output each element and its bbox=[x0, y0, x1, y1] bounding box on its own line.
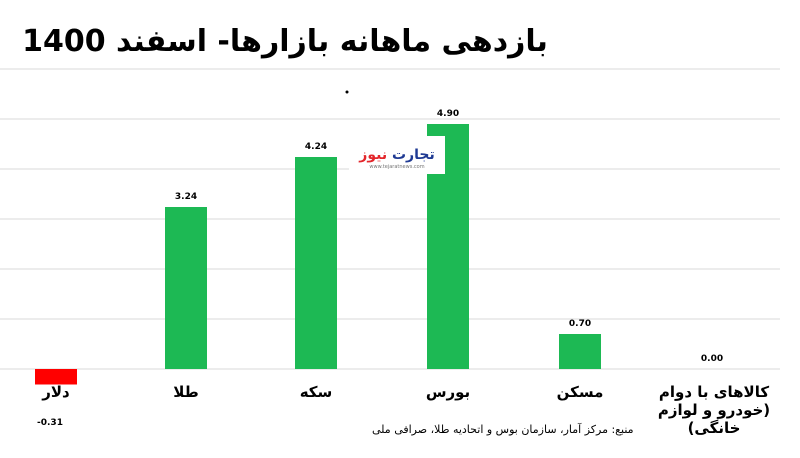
watermark-site: www.tejaratnews.com bbox=[369, 164, 424, 170]
bar bbox=[559, 334, 601, 369]
data-label: -0.31 bbox=[37, 418, 63, 428]
category-label: سکه bbox=[300, 383, 333, 401]
svg-text:تجارت نیوز: تجارت نیوز bbox=[358, 147, 434, 163]
data-label: 0.00 bbox=[701, 354, 723, 364]
category-labels: دلار طلا سکه بورس مسکن کالاهای با دوام (خودرو … bbox=[41, 383, 770, 437]
source-note: منبع: مرکز آمار، سازمان بوس و اتحادیه طل… bbox=[372, 422, 634, 436]
category-label: طلا bbox=[173, 383, 199, 401]
bars bbox=[35, 124, 601, 385]
data-label: 4.90 bbox=[437, 109, 459, 119]
data-label: 4.24 bbox=[305, 142, 327, 152]
watermark-brand: تجارت نیوز bbox=[358, 147, 434, 163]
data-label: 0.70 bbox=[569, 319, 591, 329]
category-label: بورس bbox=[426, 383, 470, 401]
data-label: 3.24 bbox=[175, 192, 197, 202]
category-label: دلار bbox=[41, 383, 70, 401]
bar bbox=[165, 207, 207, 369]
category-label: کالاهای با دوام (خودرو و لوازم خانگی) bbox=[658, 383, 770, 437]
stray-dot bbox=[345, 90, 349, 94]
gridlines bbox=[0, 68, 780, 370]
bar bbox=[35, 369, 77, 385]
value-labels: -0.31 3.24 4.24 4.90 0.70 0.00 bbox=[37, 109, 723, 428]
bar bbox=[295, 157, 337, 369]
chart-title: بازدهی ماهانه بازارها- اسفند 1400 bbox=[22, 24, 548, 59]
category-label: مسکن bbox=[557, 383, 604, 401]
watermark-logo: تجارت نیوز www.tejaratnews.com bbox=[349, 136, 445, 174]
